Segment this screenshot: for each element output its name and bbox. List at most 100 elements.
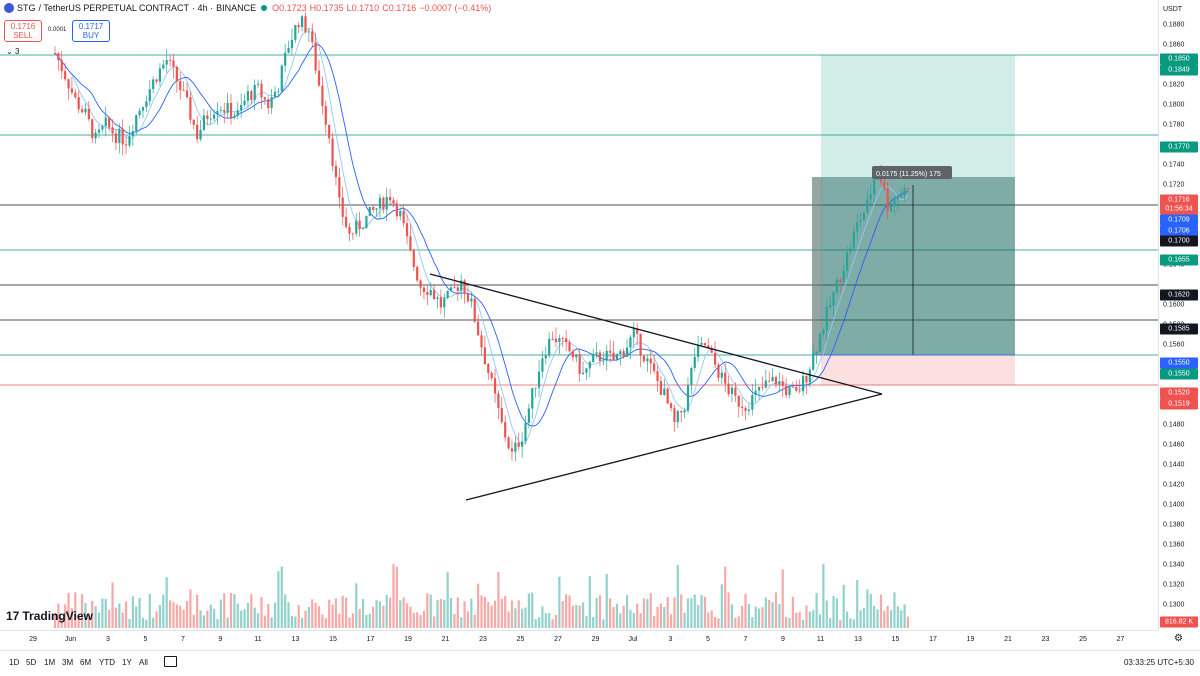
time-axis[interactable]: 29 Jun 3 5 7 9 11 13 15 17 19 21 23 25 27 29 Jul 3 5 7 9 11 13… bbox=[0, 630, 1158, 651]
candle-body bbox=[57, 53, 60, 61]
time-tick-label: 27 bbox=[1116, 636, 1125, 643]
triangle-upper-trendline[interactable] bbox=[429, 273, 883, 395]
currency-label[interactable]: USDT bbox=[1163, 6, 1183, 13]
timeframe-all[interactable]: All bbox=[139, 658, 148, 667]
symbol-name[interactable]: STG bbox=[17, 3, 36, 13]
volume-bar bbox=[835, 598, 839, 628]
candle-body bbox=[84, 108, 87, 113]
candle-body bbox=[378, 197, 382, 209]
volume-bar bbox=[101, 598, 104, 628]
timeframe-6m[interactable]: 6M bbox=[80, 658, 92, 667]
candle-body bbox=[595, 352, 598, 354]
stg-coin-icon bbox=[4, 3, 14, 13]
time-tick-label: 13 bbox=[291, 636, 300, 643]
candle-body bbox=[202, 115, 206, 131]
calendar-icon[interactable] bbox=[164, 656, 177, 667]
candle-body bbox=[280, 65, 283, 92]
price-tag: 0.1655 bbox=[1160, 254, 1198, 266]
sell-button[interactable]: 0.1716 SELL bbox=[4, 20, 42, 42]
volume-bar bbox=[236, 603, 239, 628]
position-stop-zone[interactable] bbox=[821, 355, 1015, 385]
candle-body bbox=[348, 226, 351, 234]
candle-body bbox=[466, 293, 470, 302]
timeframe-3m[interactable]: 3M bbox=[62, 658, 74, 667]
timeframe-5d[interactable]: 5D bbox=[26, 658, 37, 667]
volume-bar bbox=[507, 611, 510, 628]
volume-bar bbox=[517, 600, 520, 628]
triangle-lower-trendline[interactable] bbox=[465, 393, 883, 501]
volume-bar bbox=[405, 603, 409, 628]
indicators-toggle[interactable]: ⌄ 3 bbox=[6, 47, 20, 56]
utc-clock[interactable]: 03:33:25 UTC+5:30 bbox=[1123, 658, 1194, 667]
volume-bar bbox=[761, 607, 764, 628]
candle-body bbox=[196, 124, 199, 140]
buy-button[interactable]: 0.1717 BUY bbox=[72, 20, 110, 42]
price-axis[interactable]: USDT 0.18800.18600.18400.18200.18000.178… bbox=[1158, 0, 1200, 630]
volume-bar bbox=[422, 610, 426, 628]
volume-bar bbox=[229, 592, 233, 628]
candle-body bbox=[328, 124, 331, 139]
candle-body bbox=[121, 128, 124, 145]
volume-bar bbox=[697, 604, 700, 628]
volume-bar bbox=[158, 604, 162, 628]
position-filled-zone[interactable] bbox=[812, 177, 1015, 355]
candle-body bbox=[717, 364, 720, 378]
volume-bar bbox=[852, 619, 855, 628]
volume-bar bbox=[152, 617, 155, 628]
timeframe-ytd[interactable]: YTD bbox=[99, 658, 115, 667]
settings-gear-icon[interactable]: ⚙ bbox=[1174, 633, 1183, 644]
candle-body bbox=[493, 378, 497, 394]
candle-body bbox=[456, 287, 459, 291]
timeframe-1m[interactable]: 1M bbox=[44, 658, 56, 667]
timeframe-1d[interactable]: 1D bbox=[9, 658, 20, 667]
timeframe-1y[interactable]: 1Y bbox=[122, 658, 132, 667]
time-tick-label: 25 bbox=[1079, 636, 1087, 643]
volume-bar bbox=[358, 608, 361, 628]
chart-area[interactable]: 0.0175 (11.25%) 175 STG / TetherUS PERPE… bbox=[0, 0, 1158, 630]
candle-body bbox=[764, 380, 767, 388]
volume-bar bbox=[277, 571, 280, 628]
position-target-zone[interactable] bbox=[821, 55, 1015, 355]
price-tag: 0.1770 bbox=[1160, 141, 1198, 153]
volume-bar bbox=[368, 613, 371, 628]
candle-body bbox=[77, 97, 80, 110]
candle-body bbox=[412, 250, 415, 267]
volume-bar bbox=[737, 616, 740, 628]
candle-body bbox=[97, 129, 101, 133]
volume-bar bbox=[524, 607, 527, 628]
time-tick-label: 19 bbox=[966, 636, 975, 643]
candle-body bbox=[768, 380, 771, 382]
volume-bar bbox=[399, 600, 402, 628]
candle-body bbox=[497, 393, 500, 408]
volume-bar bbox=[223, 593, 226, 628]
candle-body bbox=[314, 42, 317, 71]
volume-bar bbox=[829, 617, 832, 628]
candle-body bbox=[419, 280, 422, 288]
volume-bar bbox=[565, 594, 568, 628]
candle-body bbox=[422, 287, 426, 293]
volume-bar bbox=[297, 605, 300, 628]
volume-bar bbox=[192, 614, 195, 628]
volume-bar bbox=[527, 593, 530, 628]
tradingview-logo[interactable]: 17 TradingView bbox=[6, 609, 93, 623]
candle-body bbox=[544, 355, 547, 359]
candle-body bbox=[541, 358, 544, 372]
time-tick-label: 3 bbox=[106, 636, 110, 643]
volume-bar bbox=[713, 616, 717, 628]
volume-bar bbox=[453, 614, 456, 628]
candle-body bbox=[534, 387, 537, 389]
volume-bar bbox=[693, 594, 696, 628]
price-chart[interactable]: 0.0175 (11.25%) 175 bbox=[0, 0, 1158, 630]
candle-body bbox=[53, 53, 57, 54]
price-tick-label: 0.1560 bbox=[1163, 341, 1185, 349]
volume-bar bbox=[656, 606, 659, 628]
volume-bar bbox=[246, 602, 250, 628]
candle-body bbox=[168, 60, 172, 61]
volume-bar bbox=[889, 610, 893, 628]
candle-body bbox=[365, 215, 368, 229]
time-tick-label: 15 bbox=[329, 636, 337, 643]
candle-body bbox=[751, 394, 754, 410]
volume-bar bbox=[812, 610, 815, 628]
volume-bar bbox=[240, 610, 243, 628]
candle-body bbox=[389, 197, 392, 201]
